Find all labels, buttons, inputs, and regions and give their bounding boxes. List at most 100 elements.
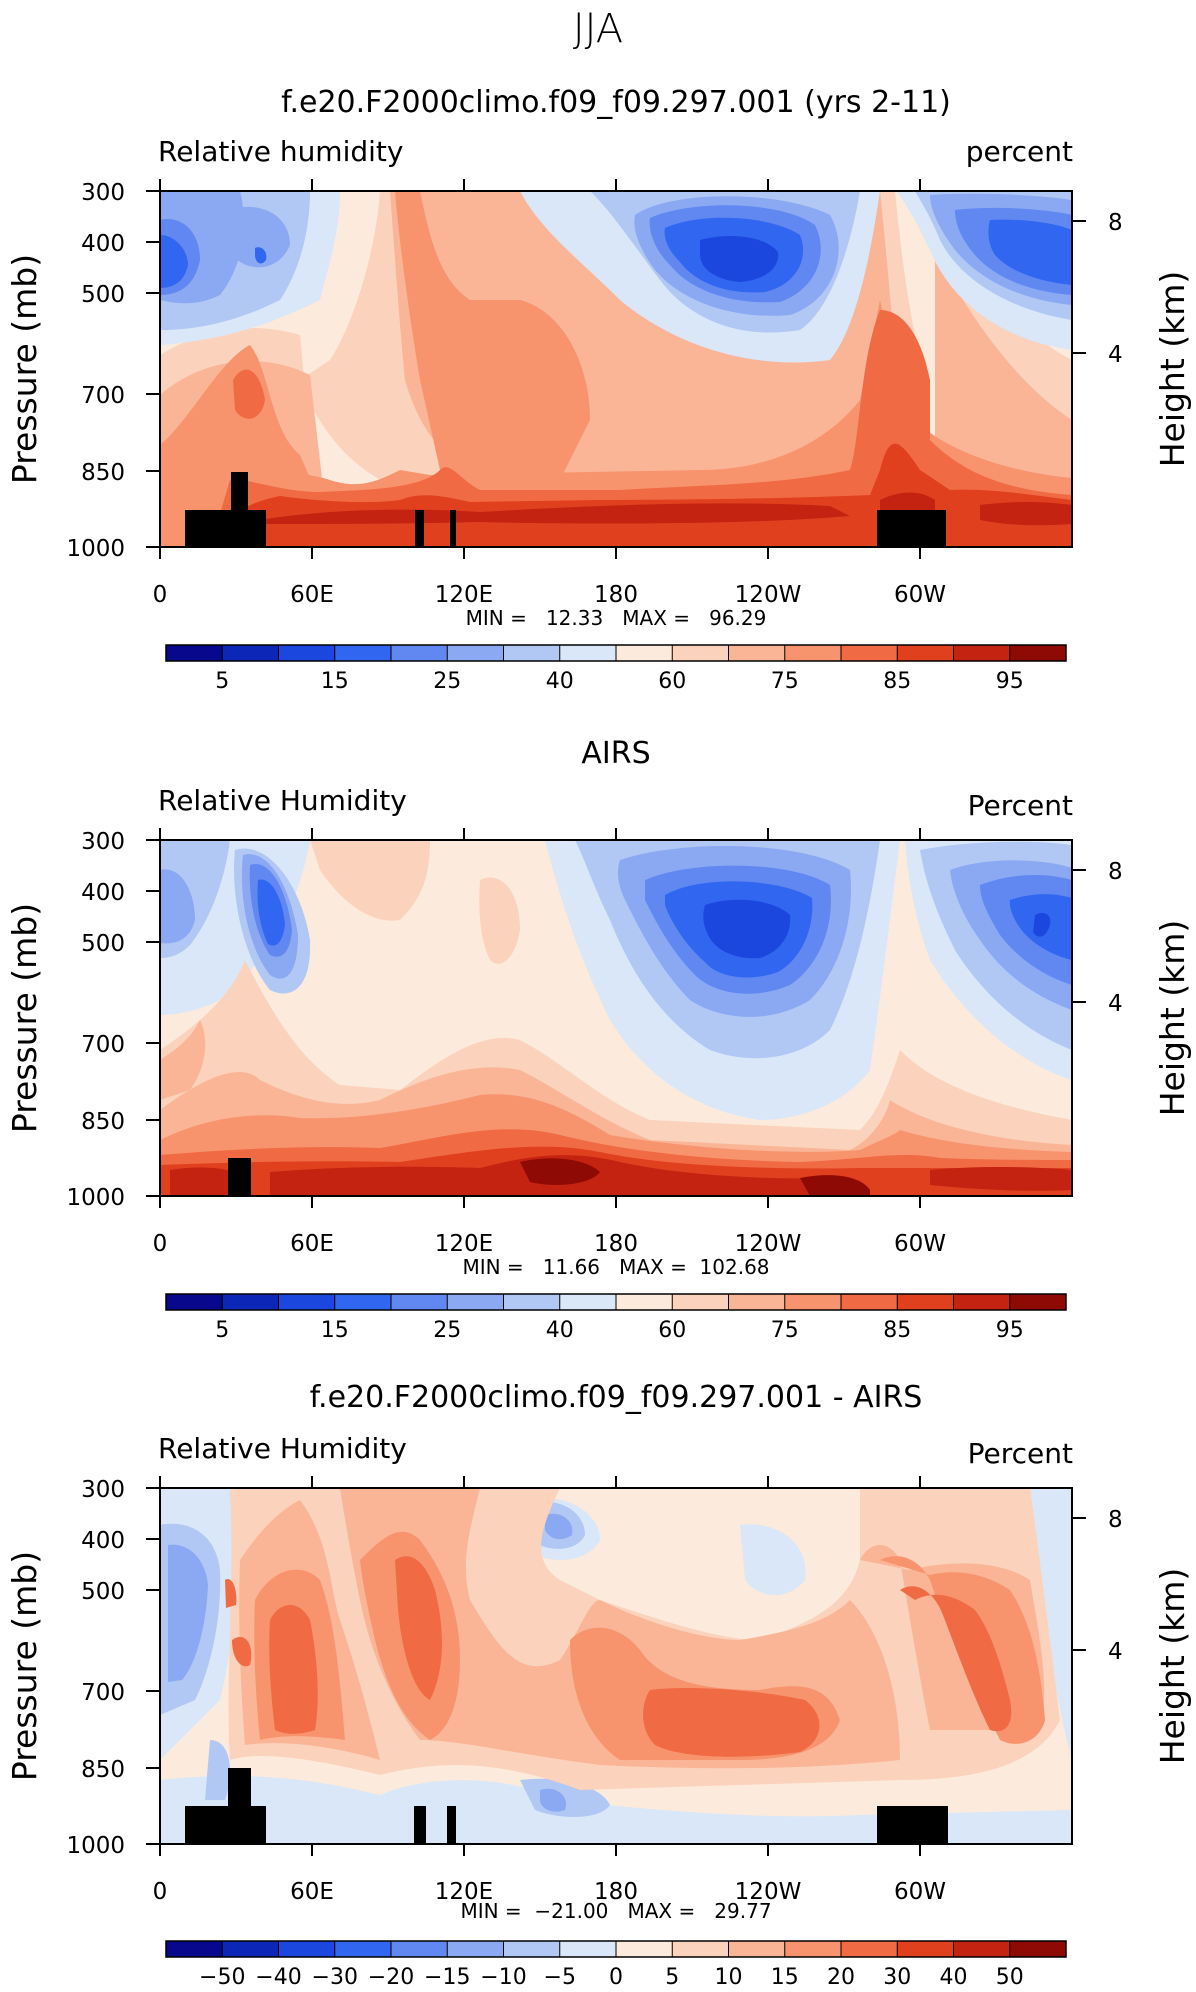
panel-title: f.e20.F2000climo.f09_f09.297.001 - AIRS <box>310 1380 923 1415</box>
x-tick-label: 60W <box>894 582 946 608</box>
fill-light-red <box>479 877 520 964</box>
x-axis-ticks <box>159 1476 921 1856</box>
colorbar-swatch <box>728 645 786 661</box>
fill-strong-blue <box>160 235 188 288</box>
colorbar-swatch <box>447 645 504 661</box>
colorbar-swatch <box>222 1294 279 1310</box>
colorbar-label: 75 <box>771 1318 799 1343</box>
fill-darkest-red <box>520 1158 600 1185</box>
fill-blue <box>168 1544 208 1682</box>
colorbar-swatch <box>728 1294 786 1310</box>
y-tick-label: 300 <box>81 1477 125 1503</box>
colorbar-label: 15 <box>321 669 349 694</box>
variable-label: Relative humidity <box>158 135 403 168</box>
colorbar-swatch <box>278 645 336 661</box>
fill-dark-red <box>170 1167 240 1196</box>
terrain-mask <box>450 510 456 547</box>
colorbar-label: 85 <box>883 1318 911 1343</box>
colorbar-label: −20 <box>368 1965 414 1987</box>
colorbar-label: 5 <box>665 1965 679 1987</box>
colorbar-swatch <box>559 645 617 661</box>
x-tick-label: 60W <box>894 1231 946 1257</box>
colorbar-label: 50 <box>996 1965 1024 1987</box>
panel-difference: f.e20.F2000climo.f09_f09.297.001 - AIRS … <box>5 1380 1192 1990</box>
y-axis-ticks <box>146 190 1086 548</box>
y2-tick-label: 8 <box>1108 859 1123 885</box>
y-tick-label: 500 <box>81 931 125 957</box>
x-tick-label: 0 <box>153 582 168 608</box>
colorbar-swatch <box>841 645 898 661</box>
colorbar-swatch <box>166 1294 223 1310</box>
x-tick-label: 120W <box>735 582 802 608</box>
colorbar-swatch <box>672 1294 729 1310</box>
fill-red-orange <box>395 1556 442 1700</box>
y2-tick-label: 4 <box>1108 991 1123 1017</box>
x-tick-label: 60W <box>894 1879 946 1905</box>
colorbar-label: 0 <box>609 1965 623 1987</box>
terrain-mask <box>185 510 266 547</box>
terrain-mask <box>415 510 424 547</box>
colorbar-swatch <box>728 1941 786 1957</box>
colorbar-label: 40 <box>546 669 574 694</box>
units-label: percent <box>966 135 1073 168</box>
units-label: Percent <box>968 1437 1073 1470</box>
y-tick-label: 400 <box>81 880 125 906</box>
min-max-stats: MIN = −21.00 MAX = 29.77 <box>460 1899 771 1923</box>
colorbar-swatch <box>672 1941 729 1957</box>
colorbar-swatch <box>503 645 561 661</box>
x-tick-label: 0 <box>153 1879 168 1905</box>
contour-field <box>160 1488 1072 1844</box>
fill-deep-blue <box>1033 913 1051 937</box>
fill-orange <box>395 191 590 486</box>
fill-strong-blue <box>255 247 267 264</box>
y-tick-label: 400 <box>81 1528 125 1554</box>
colorbar-swatch <box>334 645 392 661</box>
x-tick-label: 180 <box>594 1231 638 1257</box>
fill-blue <box>160 869 195 944</box>
panel-title: f.e20.F2000climo.f09_f09.297.001 (yrs 2-… <box>281 85 951 120</box>
panel-airs: AIRS Relative Humidity Percent <box>5 736 1192 1343</box>
fill-blue <box>545 1513 573 1540</box>
colorbar-label: −10 <box>480 1965 526 1987</box>
colorbar-label: −5 <box>544 1965 576 1987</box>
colorbar-swatch <box>897 1941 954 1957</box>
x-tick-label: 120E <box>435 1231 493 1257</box>
fill-red-orange <box>643 1688 820 1757</box>
colorbar-label: 40 <box>940 1965 968 1987</box>
colorbar-swatch <box>334 1294 392 1310</box>
y-axis-ticks <box>146 1487 1086 1845</box>
colorbar-label: 95 <box>996 1318 1024 1343</box>
y2-tick-label: 8 <box>1108 1507 1123 1533</box>
fill-light-red <box>310 840 430 921</box>
colorbar-swatch <box>784 1294 842 1310</box>
colorbar-label: 20 <box>827 1965 855 1987</box>
colorbar-swatch <box>841 1941 898 1957</box>
colorbar-swatch <box>953 1941 1011 1957</box>
variable-label: Relative Humidity <box>158 784 407 817</box>
colorbar-swatch <box>897 645 954 661</box>
y-axis-label: Pressure (mb) <box>5 903 44 1133</box>
colorbar-swatch <box>334 1941 392 1957</box>
panel-model: f.e20.F2000climo.f09_f09.297.001 (yrs 2-… <box>5 85 1192 694</box>
terrain-mask <box>447 1806 456 1844</box>
x-tick-label: 60E <box>290 1231 334 1257</box>
season-title: JJA <box>573 6 623 52</box>
colorbar-swatch <box>559 1294 617 1310</box>
colorbar-label: 60 <box>658 1318 686 1343</box>
fill-red-orange <box>269 1605 318 1734</box>
y-tick-label: 850 <box>81 1757 125 1783</box>
colorbar-swatch <box>784 1941 842 1957</box>
colorbar-swatch <box>278 1941 336 1957</box>
colorbar-label: −30 <box>312 1965 358 1987</box>
fill-blue <box>540 1788 566 1812</box>
terrain-mask <box>185 1806 266 1844</box>
y2-tick-label: 4 <box>1108 342 1123 368</box>
colorbar-swatch <box>222 645 279 661</box>
terrain-mask <box>228 1768 251 1806</box>
x-tick-label: 180 <box>594 582 638 608</box>
colorbar-swatch <box>391 1941 448 1957</box>
colorbar-label: −40 <box>255 1965 301 1987</box>
colorbar-swatch <box>841 1294 898 1310</box>
